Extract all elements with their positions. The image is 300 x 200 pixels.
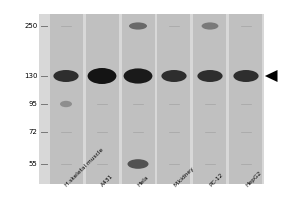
Text: 250: 250 [24, 23, 38, 29]
Text: 95: 95 [28, 101, 38, 107]
Bar [122, 14, 154, 184]
Text: 72: 72 [28, 129, 38, 135]
Text: 130: 130 [24, 73, 38, 79]
Bar [39, 14, 264, 184]
Text: M.kidney: M.kidney [172, 166, 195, 188]
Text: HepG2: HepG2 [244, 170, 262, 188]
Ellipse shape [128, 159, 148, 169]
Ellipse shape [197, 70, 223, 82]
Bar [50, 14, 82, 184]
Polygon shape [265, 70, 278, 82]
Ellipse shape [129, 22, 147, 30]
Bar [230, 14, 262, 184]
Bar [194, 14, 226, 184]
Text: Hela: Hela [136, 175, 150, 188]
Text: 55: 55 [29, 161, 38, 167]
Ellipse shape [53, 70, 79, 82]
Ellipse shape [202, 22, 218, 30]
Bar [158, 14, 190, 184]
Text: A431: A431 [100, 174, 115, 188]
Ellipse shape [161, 70, 187, 82]
Ellipse shape [88, 68, 116, 84]
Ellipse shape [233, 70, 259, 82]
Text: PC-12: PC-12 [208, 172, 224, 188]
Text: H.skeletal muscle: H.skeletal muscle [64, 148, 105, 188]
Ellipse shape [60, 101, 72, 107]
Ellipse shape [124, 68, 152, 84]
Bar [85, 14, 118, 184]
